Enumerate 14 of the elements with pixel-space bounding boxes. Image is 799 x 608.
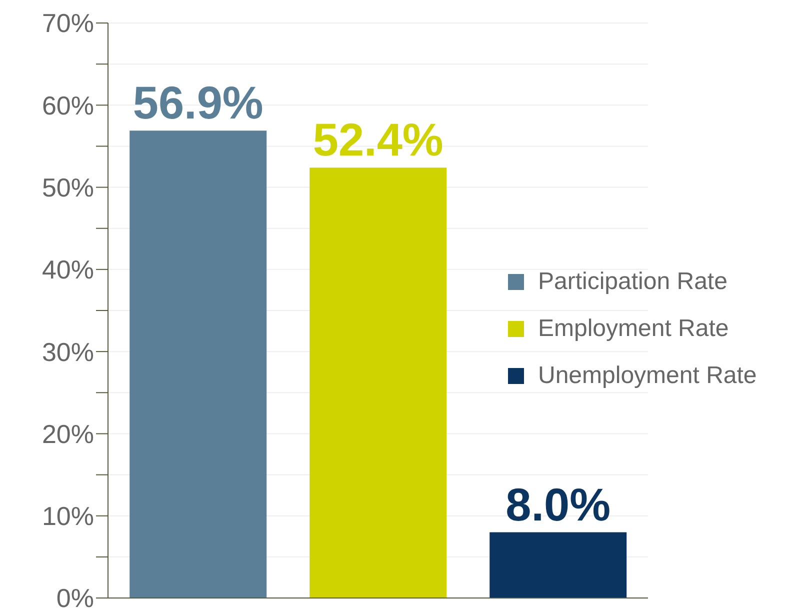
y-tick-label: 10%: [42, 501, 94, 532]
y-tick-label: 50%: [42, 172, 94, 203]
y-tick-label: 70%: [42, 8, 94, 38]
y-tick-label: 60%: [42, 90, 94, 120]
y-tick-label: 40%: [42, 254, 94, 285]
legend-label: Employment Rate: [538, 314, 729, 342]
legend-label: Unemployment Rate: [538, 362, 757, 390]
data-label: 56.9%: [132, 76, 264, 129]
y-tick-label: 20%: [42, 418, 94, 449]
y-tick-label: 30%: [42, 336, 94, 367]
y-tick-label: 0%: [56, 583, 94, 608]
data-label: 52.4%: [312, 114, 444, 166]
legend-label: Participation Rate: [538, 268, 728, 296]
data-label: 8.0%: [506, 478, 611, 530]
